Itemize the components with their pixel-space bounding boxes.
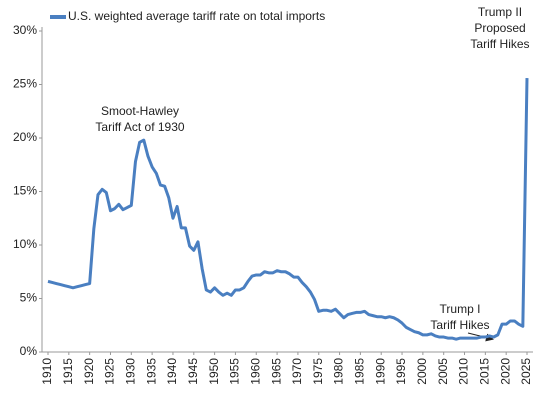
annotation: Tariff Act of 1930 [95,120,184,134]
y-tick-label: 30% [13,23,37,37]
x-tick-label: 1940 [165,358,179,385]
x-tick-label: 1945 [186,358,200,385]
x-tick-label: 2020 [498,358,512,385]
x-tick-label: 2000 [415,358,429,385]
x-tick-label: 1960 [248,358,262,385]
x-tick-label: 2015 [478,358,492,385]
y-tick-label: 15% [13,184,37,198]
annotation: Tariff Hikes [470,37,529,51]
legend-label: U.S. weighted average tariff rate on tot… [68,9,325,23]
x-tick-label: 1950 [207,358,221,385]
y-tick-label: 5% [20,291,38,305]
x-tick-label: 2005 [436,358,450,385]
x-tick-label: 1985 [353,358,367,385]
annotation: Proposed [474,21,525,35]
annotation: Trump II [478,5,522,19]
annotation: Trump I [440,302,481,316]
x-tick-label: 1955 [228,358,242,385]
series-line [47,78,529,341]
annotation: Tariff Hikes [430,318,489,332]
y-tick-label: 20% [13,130,37,144]
x-tick-label: 2025 [519,358,533,385]
y-tick-label: 25% [13,77,37,91]
y-tick-label: 10% [13,237,37,251]
y-tick-label: 0% [20,344,38,358]
x-tick-label: 1965 [269,358,283,385]
x-tick-label: 1975 [311,358,325,385]
x-tick-label: 1920 [82,358,96,385]
x-tick-label: 1970 [290,358,304,385]
x-tick-label: 1930 [123,358,137,385]
x-tick-label: 1935 [144,358,158,385]
x-tick-label: 1915 [61,358,75,385]
x-tick-label: 1910 [40,358,54,385]
x-tick-label: 1980 [332,358,346,385]
x-tick-label: 1990 [373,358,387,385]
annotation: Smoot-Hawley [101,104,179,118]
x-tick-label: 1995 [394,358,408,385]
x-tick-label: 1925 [103,358,117,385]
x-tick-label: 2010 [457,358,471,385]
